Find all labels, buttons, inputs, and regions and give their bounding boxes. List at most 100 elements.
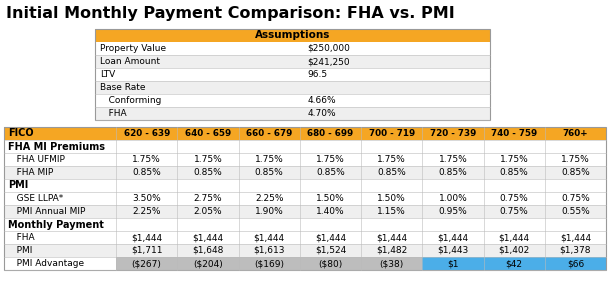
- Text: 1.75%: 1.75%: [255, 155, 284, 164]
- Text: 1.50%: 1.50%: [377, 194, 406, 203]
- Text: $1,378: $1,378: [559, 246, 591, 255]
- Text: $1,482: $1,482: [376, 246, 407, 255]
- Text: 0.85%: 0.85%: [316, 168, 345, 177]
- Text: $1,524: $1,524: [315, 246, 346, 255]
- Text: 0.85%: 0.85%: [132, 168, 161, 177]
- FancyBboxPatch shape: [4, 218, 606, 231]
- Text: FHA MIP: FHA MIP: [8, 168, 53, 177]
- Text: $1: $1: [447, 259, 459, 268]
- Text: $1,648: $1,648: [192, 246, 223, 255]
- Text: $1,711: $1,711: [131, 246, 162, 255]
- FancyBboxPatch shape: [178, 257, 239, 270]
- Text: $1,444: $1,444: [315, 233, 346, 242]
- FancyBboxPatch shape: [545, 257, 606, 270]
- FancyBboxPatch shape: [4, 140, 606, 153]
- Text: Conforming: Conforming: [100, 96, 162, 105]
- Text: 0.75%: 0.75%: [561, 194, 590, 203]
- Text: 3.50%: 3.50%: [132, 194, 161, 203]
- Text: Property Value: Property Value: [100, 44, 166, 53]
- Text: PMI Annual MIP: PMI Annual MIP: [8, 207, 85, 216]
- FancyBboxPatch shape: [95, 42, 490, 55]
- Text: 1.75%: 1.75%: [439, 155, 467, 164]
- Text: 0.75%: 0.75%: [500, 207, 528, 216]
- FancyBboxPatch shape: [300, 257, 361, 270]
- Text: Loan Amount: Loan Amount: [100, 57, 160, 66]
- Text: $1,443: $1,443: [437, 246, 468, 255]
- Text: 1.90%: 1.90%: [255, 207, 284, 216]
- Text: 1.75%: 1.75%: [377, 155, 406, 164]
- Text: FICO: FICO: [8, 129, 34, 139]
- Text: 640 - 659: 640 - 659: [185, 129, 231, 138]
- Text: $1,402: $1,402: [498, 246, 529, 255]
- FancyBboxPatch shape: [116, 257, 178, 270]
- FancyBboxPatch shape: [95, 68, 490, 81]
- Text: Initial Monthly Payment Comparison: FHA vs. PMI: Initial Monthly Payment Comparison: FHA …: [6, 6, 454, 21]
- Text: 1.15%: 1.15%: [377, 207, 406, 216]
- Text: 1.00%: 1.00%: [439, 194, 467, 203]
- FancyBboxPatch shape: [239, 257, 300, 270]
- FancyBboxPatch shape: [95, 94, 490, 107]
- Text: $1,444: $1,444: [560, 233, 591, 242]
- Text: 760+: 760+: [562, 129, 588, 138]
- FancyBboxPatch shape: [4, 179, 606, 192]
- Text: 620 - 639: 620 - 639: [123, 129, 170, 138]
- Text: GSE LLPA*: GSE LLPA*: [8, 194, 63, 203]
- Text: 0.85%: 0.85%: [439, 168, 467, 177]
- Text: Monthly Payment: Monthly Payment: [8, 220, 104, 230]
- Text: 2.25%: 2.25%: [132, 207, 161, 216]
- Text: 720 - 739: 720 - 739: [430, 129, 476, 138]
- Text: 0.85%: 0.85%: [255, 168, 284, 177]
- FancyBboxPatch shape: [484, 257, 545, 270]
- Text: ($169): ($169): [254, 259, 284, 268]
- Text: 1.75%: 1.75%: [132, 155, 161, 164]
- Text: $1,613: $1,613: [253, 246, 285, 255]
- Text: PMI: PMI: [8, 246, 32, 255]
- FancyBboxPatch shape: [4, 257, 606, 270]
- Text: 0.85%: 0.85%: [500, 168, 528, 177]
- Text: FHA MI Premiums: FHA MI Premiums: [8, 141, 105, 152]
- Text: 4.66%: 4.66%: [307, 96, 336, 105]
- Text: ($267): ($267): [132, 259, 162, 268]
- Text: Assumptions: Assumptions: [255, 30, 330, 40]
- FancyBboxPatch shape: [4, 244, 606, 257]
- Text: 0.85%: 0.85%: [193, 168, 222, 177]
- Text: 700 - 719: 700 - 719: [368, 129, 415, 138]
- FancyBboxPatch shape: [95, 55, 490, 68]
- Text: $1,444: $1,444: [498, 233, 529, 242]
- Text: 4.70%: 4.70%: [307, 109, 336, 118]
- Text: LTV: LTV: [100, 70, 115, 79]
- Text: $1,444: $1,444: [131, 233, 162, 242]
- Text: 0.55%: 0.55%: [561, 207, 590, 216]
- Text: Base Rate: Base Rate: [100, 83, 146, 92]
- Text: 2.75%: 2.75%: [193, 194, 222, 203]
- Text: PMI Advantage: PMI Advantage: [8, 259, 84, 268]
- Text: $250,000: $250,000: [307, 44, 350, 53]
- FancyBboxPatch shape: [4, 205, 606, 218]
- Text: 1.40%: 1.40%: [316, 207, 345, 216]
- Text: $1,444: $1,444: [376, 233, 407, 242]
- Text: 1.75%: 1.75%: [316, 155, 345, 164]
- Text: 1.75%: 1.75%: [500, 155, 528, 164]
- FancyBboxPatch shape: [95, 107, 490, 120]
- FancyBboxPatch shape: [4, 127, 606, 140]
- Text: $1,444: $1,444: [437, 233, 468, 242]
- Text: ($204): ($204): [193, 259, 223, 268]
- FancyBboxPatch shape: [422, 257, 484, 270]
- FancyBboxPatch shape: [361, 257, 422, 270]
- FancyBboxPatch shape: [95, 81, 490, 94]
- FancyBboxPatch shape: [95, 29, 490, 42]
- Text: 0.85%: 0.85%: [377, 168, 406, 177]
- Text: ($80): ($80): [318, 259, 342, 268]
- Text: $42: $42: [506, 259, 523, 268]
- Text: 0.95%: 0.95%: [439, 207, 467, 216]
- Text: FHA UFMIP: FHA UFMIP: [8, 155, 65, 164]
- Text: $1,444: $1,444: [192, 233, 223, 242]
- Text: PMI: PMI: [8, 181, 28, 191]
- Text: 740 - 759: 740 - 759: [491, 129, 537, 138]
- Text: $241,250: $241,250: [307, 57, 350, 66]
- Text: 0.75%: 0.75%: [500, 194, 528, 203]
- Text: 96.5: 96.5: [307, 70, 328, 79]
- Text: 680 - 699: 680 - 699: [307, 129, 353, 138]
- Text: FHA: FHA: [8, 233, 35, 242]
- FancyBboxPatch shape: [4, 166, 606, 179]
